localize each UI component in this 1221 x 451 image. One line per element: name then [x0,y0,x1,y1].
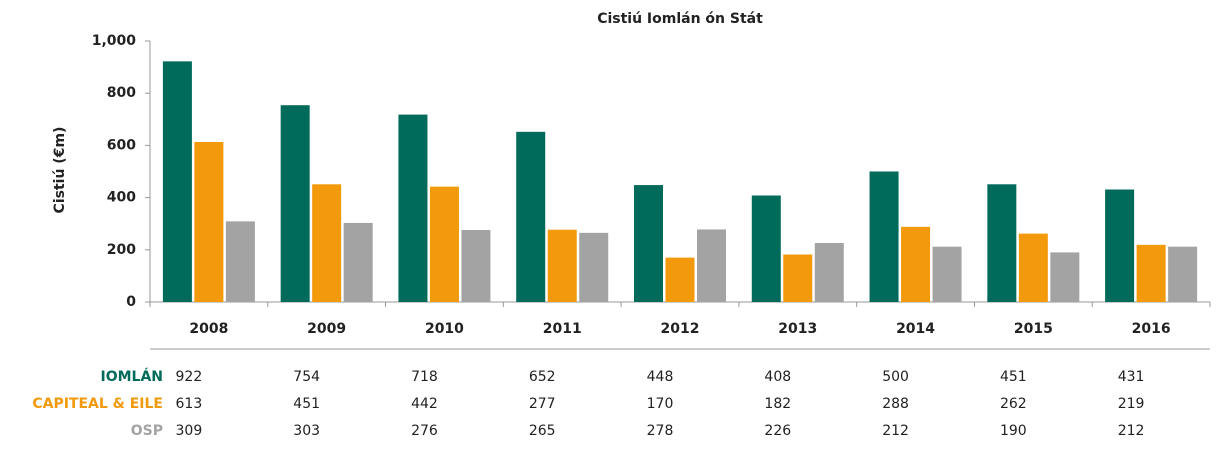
table-value: 170 [647,396,674,412]
table-value: 451 [293,396,320,412]
bar [312,184,342,302]
bar [343,222,373,302]
table-value: 265 [529,423,556,439]
table-value: 182 [764,396,791,412]
x-tick-label: 2013 [778,321,817,337]
bar [814,243,844,302]
bar [751,195,781,302]
table-value: 276 [411,423,438,439]
bar [162,61,192,302]
y-tick-label: 400 [107,190,136,206]
x-tick-label: 2016 [1132,321,1171,337]
bar [783,254,813,302]
x-tick-label: 2014 [896,321,935,337]
bar [1136,244,1166,302]
bar [547,229,577,302]
bar [901,226,931,302]
table-value: 309 [176,423,203,439]
bar [697,229,726,302]
table-value: 922 [176,369,203,385]
bar [225,221,255,302]
bar [869,171,899,302]
table-value: 652 [529,369,556,385]
table-value: 613 [176,396,203,412]
y-tick-label: 0 [126,294,136,310]
bar [1168,246,1198,302]
table-value: 500 [882,369,909,385]
x-tick-label: 2015 [1014,321,1053,337]
legend-label: CAPITEAL & EILE [32,396,163,412]
table-value: 190 [1000,423,1027,439]
table-value: 219 [1118,396,1145,412]
table-value: 448 [647,369,674,385]
x-tick-label: 2010 [425,321,464,337]
bar [665,257,695,302]
legend-label: OSP [131,423,163,439]
bar [579,232,609,302]
table-value: 451 [1000,369,1027,385]
table-value: 408 [764,369,791,385]
y-tick-label: 600 [107,137,136,153]
bar [461,229,491,302]
bar [429,186,459,302]
bar [194,142,224,302]
table-value: 278 [647,423,674,439]
chart-title: Cistiú Iomlán ón Stát [597,11,763,27]
bar [398,114,428,303]
table-value: 226 [764,423,791,439]
y-axis-label: Cistiú (€m) [52,127,68,214]
bar [1050,252,1080,302]
table-value: 431 [1118,369,1145,385]
table-value: 442 [411,396,438,412]
table-value: 262 [1000,396,1027,412]
x-tick-label: 2012 [661,321,700,337]
x-tick-label: 2008 [189,321,228,337]
bar [1018,233,1048,302]
y-tick-label: 800 [107,85,136,101]
bar [634,185,663,302]
bar [932,246,962,302]
bar [280,105,310,303]
table-value: 288 [882,396,909,412]
bar [1105,189,1135,302]
y-tick-label: 1,000 [92,33,137,49]
table-value: 718 [411,369,438,385]
table-value: 303 [293,423,320,439]
bar [516,131,546,302]
y-tick-label: 200 [107,242,136,258]
bar [987,184,1017,302]
table-value: 277 [529,396,556,412]
table-value: 212 [1118,423,1145,439]
table-value: 754 [293,369,320,385]
legend-label: IOMLÁN [100,368,163,385]
x-tick-label: 2011 [543,321,582,337]
table-value: 212 [882,423,909,439]
x-tick-label: 2009 [307,321,346,337]
